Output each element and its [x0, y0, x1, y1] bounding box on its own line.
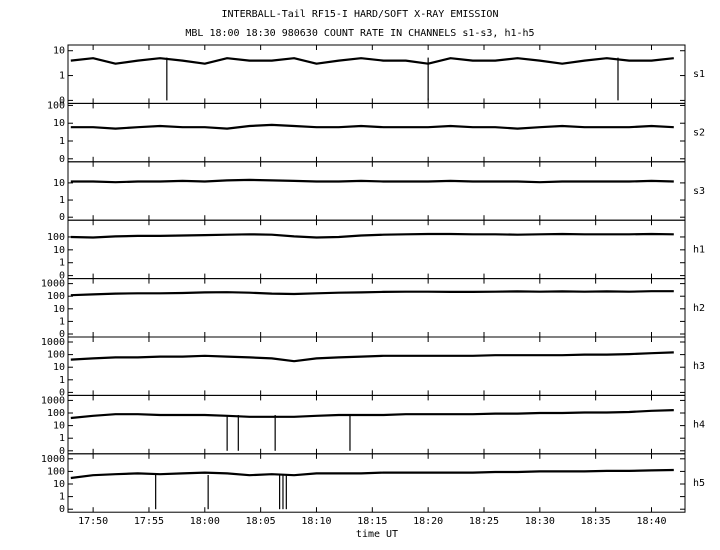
x-tick-label: 18:25	[469, 516, 499, 527]
panel-frame	[67, 336, 686, 396]
y-tick-label: 0	[59, 154, 65, 165]
panel-frame	[67, 394, 686, 455]
x-tick-label: 18:30	[525, 516, 555, 527]
channel-label: s3	[693, 186, 705, 197]
panel-frame	[67, 161, 686, 221]
y-tick-label: 10	[53, 178, 65, 189]
chart-subtitle: MBL 18:00 18:30 980630 COUNT RATE IN CHA…	[185, 28, 534, 39]
x-tick-label: 18:05	[246, 516, 276, 527]
y-tick-label: 1	[59, 492, 65, 503]
y-tick-label: 10	[53, 118, 65, 129]
y-tick-label: 0	[59, 387, 65, 398]
x-tick-label: 18:10	[301, 516, 331, 527]
y-tick-label: 100	[47, 100, 65, 111]
x-tick-label: 18:35	[581, 516, 611, 527]
trace	[70, 123, 674, 130]
y-tick-label: 10	[53, 304, 65, 315]
y-tick-label: 0	[59, 446, 65, 457]
y-tick-label: 10	[53, 245, 65, 256]
chart-title: INTERBALL-Tail RF15-I HARD/SOFT X-RAY EM…	[222, 9, 499, 20]
panel-frame	[67, 278, 686, 338]
channel-label: h4	[693, 420, 705, 431]
trace	[70, 409, 674, 420]
panel-frame	[67, 44, 686, 104]
y-tick-label: 0	[59, 504, 65, 515]
y-tick-label: 1000	[41, 279, 65, 290]
trace	[70, 57, 674, 65]
trace	[70, 232, 674, 239]
channel-label: s1	[693, 69, 705, 80]
y-tick-label: 10	[53, 421, 65, 432]
panel-frame	[67, 453, 686, 513]
channel-label: s2	[693, 128, 705, 139]
y-tick-label: 1000	[41, 395, 65, 406]
trace	[70, 290, 674, 297]
y-tick-label: 1	[59, 316, 65, 327]
x-axis-label: time UT	[356, 529, 398, 540]
y-tick-label: 1	[59, 258, 65, 269]
panel-frame	[67, 219, 686, 280]
y-tick-label: 0	[59, 95, 65, 106]
y-tick-label: 1	[59, 71, 65, 82]
y-tick-label: 100	[47, 466, 65, 477]
y-tick-label: 10	[53, 46, 65, 57]
x-tick-label: 17:50	[78, 516, 108, 527]
channel-label: h5	[693, 478, 705, 489]
trace	[70, 178, 674, 184]
y-tick-label: 100	[47, 291, 65, 302]
y-tick-label: 1	[59, 136, 65, 147]
y-tick-label: 1	[59, 195, 65, 206]
trace	[70, 468, 674, 480]
channel-label: h1	[693, 244, 705, 255]
y-tick-label: 100	[47, 408, 65, 419]
y-tick-label: 100	[47, 232, 65, 243]
y-tick-label: 10	[53, 479, 65, 490]
trace	[70, 351, 674, 363]
y-tick-label: 0	[59, 329, 65, 340]
y-tick-label: 100	[47, 350, 65, 361]
y-tick-label: 0	[59, 271, 65, 282]
y-tick-label: 1000	[41, 337, 65, 348]
x-tick-label: 17:55	[134, 516, 164, 527]
y-tick-label: 1	[59, 433, 65, 444]
y-tick-label: 0	[59, 212, 65, 223]
y-tick-label: 1	[59, 375, 65, 386]
channel-label: h3	[693, 361, 705, 372]
y-tick-label: 10	[53, 362, 65, 373]
y-tick-label: 1000	[41, 454, 65, 465]
channel-label: h2	[693, 303, 705, 314]
x-tick-label: 18:40	[636, 516, 666, 527]
panel-frame	[67, 102, 686, 163]
x-tick-label: 18:20	[413, 516, 443, 527]
x-tick-label: 18:15	[357, 516, 387, 527]
x-tick-label: 18:00	[190, 516, 220, 527]
